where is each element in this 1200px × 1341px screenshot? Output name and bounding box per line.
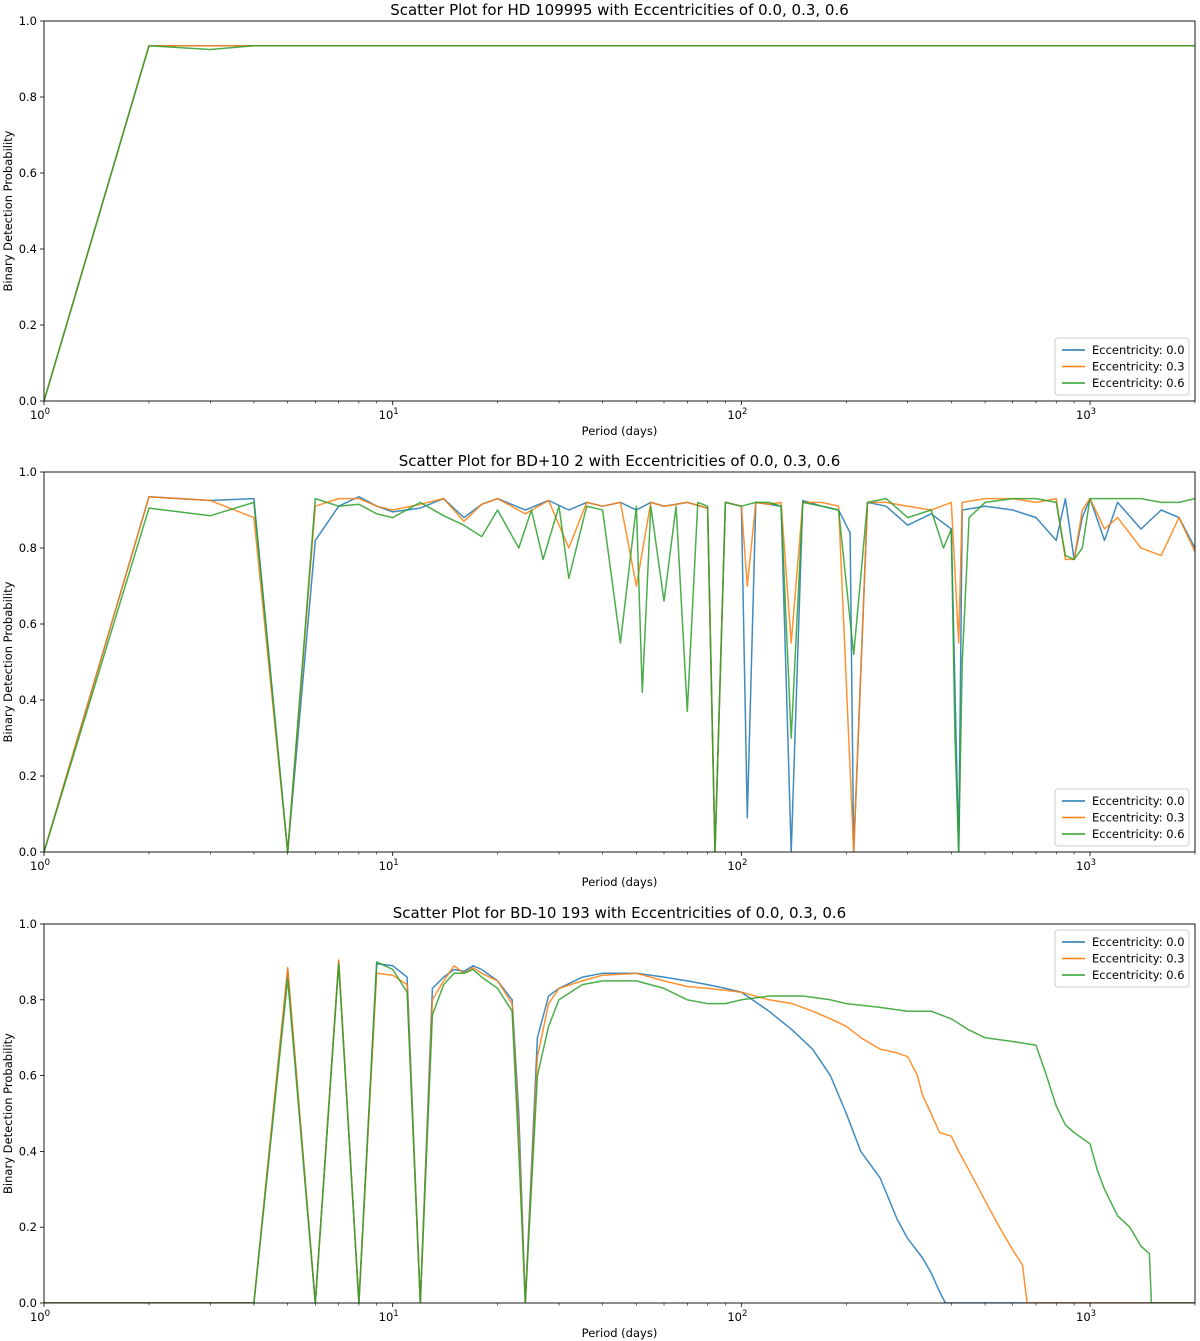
y-tick-label: 0.4 <box>19 693 37 707</box>
legend-entry: Eccentricity: 0.3 <box>1092 811 1185 825</box>
x-axis-label: Period (days) <box>582 1326 658 1340</box>
y-tick-label: 0.4 <box>19 242 37 256</box>
legend: Eccentricity: 0.0 Eccentricity: 0.3 Eccent… <box>1054 929 1190 988</box>
x-tick-label: 101 <box>379 1309 399 1324</box>
x-tick-label: 102 <box>727 858 747 873</box>
x-tick-label: 101 <box>379 407 399 422</box>
plot-frame <box>43 20 1196 402</box>
chart-title: Scatter Plot for BD-10 193 with Eccentri… <box>393 904 846 922</box>
y-tick-label: 0.0 <box>19 845 37 859</box>
plot-frame <box>43 471 1196 853</box>
y-axis-label: Binary Detection Probability <box>1 1033 15 1194</box>
series-line-ecc-0-0 <box>44 961 1195 1303</box>
x-tick-label: 103 <box>1076 407 1096 422</box>
series-line-ecc-0-6 <box>44 44 1195 401</box>
legend: Eccentricity: 0.0 Eccentricity: 0.3 Eccent… <box>1054 788 1190 847</box>
legend-box <box>1054 788 1190 847</box>
legend-entry: Eccentricity: 0.3 <box>1092 360 1185 374</box>
chart-title: Scatter Plot for HD 109995 with Eccentri… <box>390 1 849 19</box>
y-tick-label: 0.6 <box>19 166 37 180</box>
y-tick-label: 0.6 <box>19 617 37 631</box>
y-tick-label: 0.4 <box>19 1144 37 1158</box>
legend-box <box>1054 337 1190 396</box>
legend-entry: Eccentricity: 0.6 <box>1092 827 1185 841</box>
y-axis-label: Binary Detection Probability <box>1 130 15 291</box>
legend-entry: Eccentricity: 0.6 <box>1092 376 1185 390</box>
x-tick-label: 103 <box>1076 858 1096 873</box>
legend-entry: Eccentricity: 0.0 <box>1092 935 1185 949</box>
series-line-ecc-0-6 <box>44 497 1195 852</box>
chart-title: Scatter Plot for BD+10 2 with Eccentrici… <box>399 452 841 470</box>
y-tick-label: 1.0 <box>19 917 37 931</box>
y-tick-label: 0.2 <box>19 1220 37 1234</box>
x-tick-label: 102 <box>727 1309 747 1324</box>
series-line-ecc-0-3 <box>44 495 1195 852</box>
x-tick-label: 100 <box>30 1309 50 1324</box>
legend-entry: Eccentricity: 0.3 <box>1092 952 1185 966</box>
legend-entry: Eccentricity: 0.0 <box>1092 343 1185 357</box>
y-tick-label: 0.6 <box>19 1069 37 1083</box>
chart-panel-3: Scatter Plot for BD-10 193 with Eccentri… <box>1 904 1196 1340</box>
y-tick-label: 0.8 <box>19 993 37 1007</box>
legend: Eccentricity: 0.0 Eccentricity: 0.3 Eccent… <box>1054 337 1190 396</box>
series-line-ecc-0-3 <box>44 959 1195 1303</box>
y-tick-label: 1.0 <box>19 14 37 28</box>
y-tick-label: 0.0 <box>19 394 37 408</box>
y-tick-label: 0.0 <box>19 1296 37 1310</box>
y-tick-label: 0.8 <box>19 541 37 555</box>
x-tick-label: 102 <box>727 407 747 422</box>
x-tick-label: 103 <box>1076 1309 1096 1324</box>
x-tick-label: 100 <box>30 858 50 873</box>
y-tick-label: 0.8 <box>19 90 37 104</box>
series-line-ecc-0-6 <box>44 961 1195 1303</box>
chart-panel-2: Scatter Plot for BD+10 2 with Eccentrici… <box>1 452 1196 889</box>
x-axis-label: Period (days) <box>582 424 658 438</box>
series-line-ecc-0-0 <box>44 495 1195 852</box>
y-axis-label: Binary Detection Probability <box>1 581 15 742</box>
chart-panel-1: Scatter Plot for HD 109995 with Eccentri… <box>1 1 1196 438</box>
y-tick-label: 0.2 <box>19 769 37 783</box>
series-line-ecc-0-0 <box>44 44 1195 401</box>
x-axis-label: Period (days) <box>582 875 658 889</box>
y-tick-label: 1.0 <box>19 465 37 479</box>
series-group <box>44 44 1195 401</box>
series-group <box>44 959 1195 1303</box>
plot-frame <box>43 923 1196 1304</box>
legend-entry: Eccentricity: 0.6 <box>1092 968 1185 982</box>
x-tick-label: 100 <box>30 407 50 422</box>
x-tick-label: 101 <box>379 858 399 873</box>
series-line-ecc-0-3 <box>44 44 1195 401</box>
legend-box <box>1054 929 1190 988</box>
legend-entry: Eccentricity: 0.0 <box>1092 794 1185 808</box>
y-tick-label: 0.2 <box>19 318 37 332</box>
series-group <box>44 495 1195 852</box>
